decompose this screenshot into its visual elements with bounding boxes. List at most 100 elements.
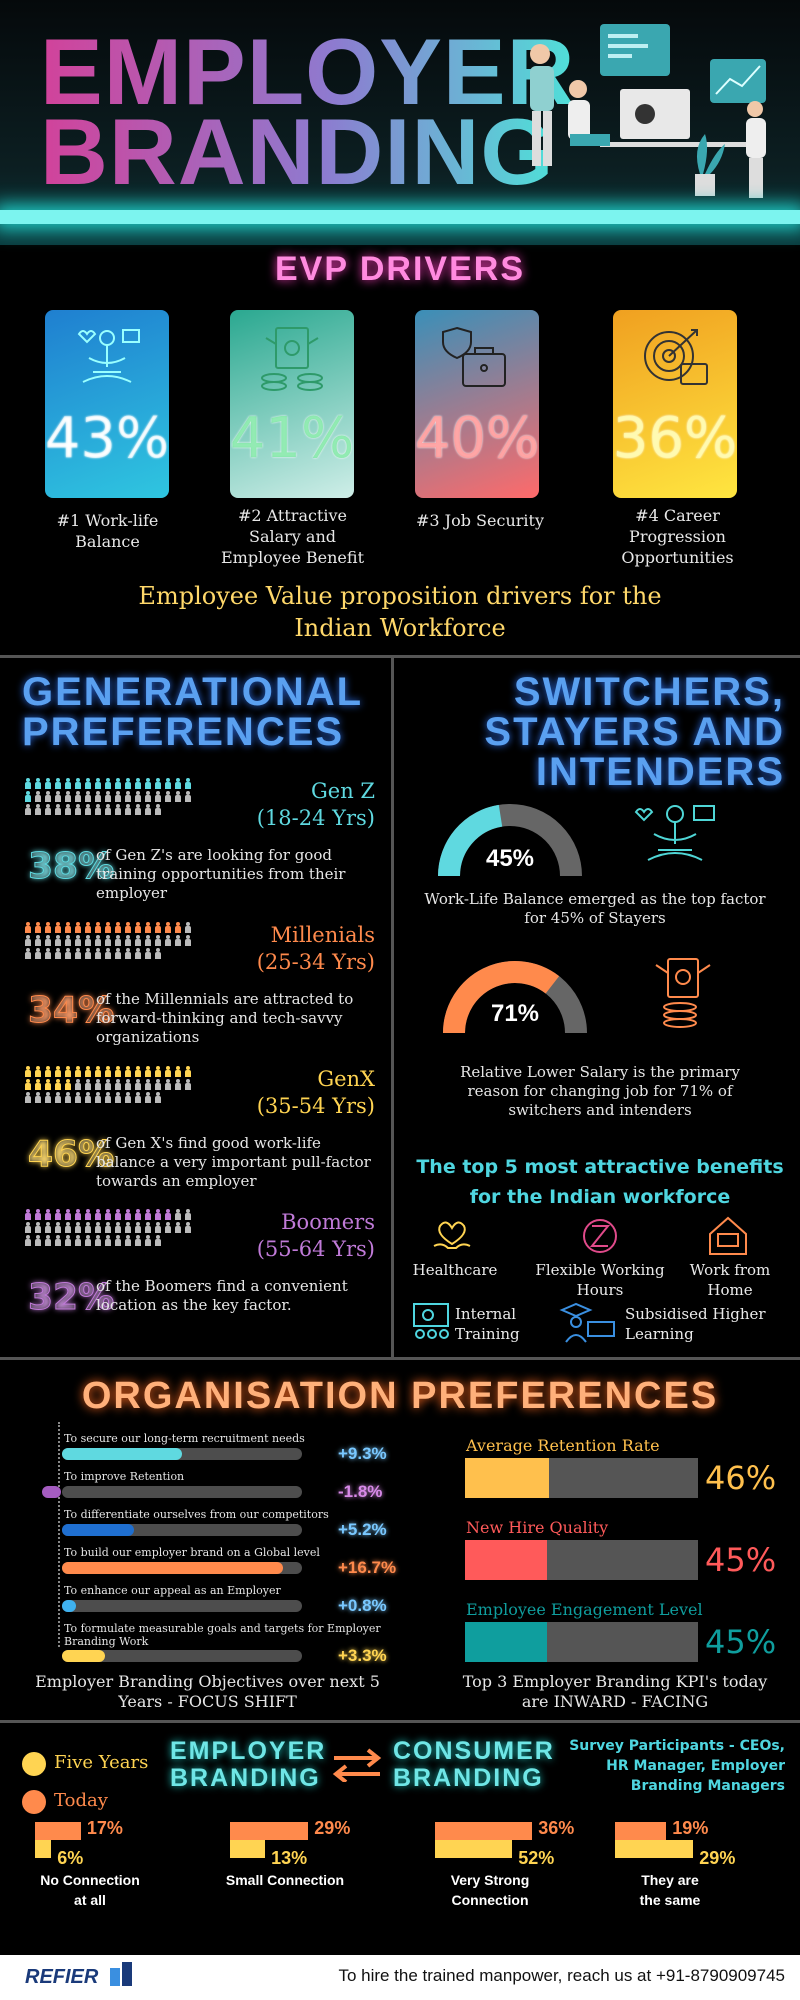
today-bar: [230, 1822, 309, 1840]
person-icon: [54, 1066, 62, 1077]
switchers-title-2: STAYERS AND: [484, 710, 785, 754]
consumer-line2: BRANDING: [393, 1764, 544, 1792]
person-icon: [54, 935, 62, 946]
person-icon: [24, 1235, 32, 1246]
person-icon: [94, 804, 102, 815]
person-icon: [184, 791, 192, 802]
person-icon: [154, 1235, 162, 1246]
person-icon: [34, 1079, 42, 1090]
today-bar: [615, 1822, 667, 1840]
kpi-label: Average Retention Rate: [466, 1436, 660, 1455]
person-icon: [124, 1209, 132, 1220]
person-icon: [164, 791, 172, 802]
person-icon: [164, 922, 172, 933]
legend-today: Today: [54, 1790, 108, 1811]
person-icon: [114, 1209, 122, 1220]
person-icon: [104, 1092, 112, 1103]
person-icon: [104, 1222, 112, 1233]
person-icon: [154, 1222, 162, 1233]
person-icon: [34, 778, 42, 789]
person-icon: [64, 948, 72, 959]
evp-card-1: 43%: [45, 310, 169, 498]
person-icon: [154, 922, 162, 933]
person-icon: [94, 948, 102, 959]
five-year-bar: [35, 1840, 52, 1858]
person-icon: [114, 1066, 122, 1077]
graduate-icon: [559, 1302, 615, 1343]
person-icon: [124, 1222, 132, 1233]
person-icon: [94, 922, 102, 933]
five-year-bar: [615, 1840, 694, 1858]
person-icon: [154, 791, 162, 802]
person-icon: [94, 778, 102, 789]
person-icon: [74, 948, 82, 959]
generation-range: (25-34 Yrs): [256, 950, 375, 974]
generation-name: Gen Z: [311, 779, 375, 803]
person-icon: [104, 778, 112, 789]
generation-text: of the Millennials are attracted to forw…: [96, 990, 354, 1046]
person-icon: [174, 922, 182, 933]
title-line2: BRANDING: [40, 99, 555, 204]
person-icon: [114, 791, 122, 802]
person-icon: [154, 1079, 162, 1090]
person-icon: [94, 1079, 102, 1090]
person-icon: [74, 922, 82, 933]
person-icon: [44, 948, 52, 959]
person-icon: [64, 778, 72, 789]
objective-value: +16.7%: [338, 1558, 397, 1577]
objective-label: To secure our long-term recruitment need…: [64, 1432, 305, 1445]
person-icon: [84, 1092, 92, 1103]
person-icon: [164, 935, 172, 946]
evp-subtitle: Employee Value proposition drivers for t…: [138, 582, 662, 642]
person-icon: [184, 922, 192, 933]
objective-fill: [62, 1600, 76, 1612]
person-icon: [94, 1066, 102, 1077]
people-grid: [24, 778, 194, 815]
person-icon: [114, 804, 122, 815]
person-icon: [74, 778, 82, 789]
evp-label-4: #4 Career Progression Opportunities: [621, 506, 734, 567]
person-icon: [144, 935, 152, 946]
person-icon: [84, 1222, 92, 1233]
consumer-branding-label: CONSUMER BRANDING: [393, 1738, 553, 1792]
neon-divider: [0, 210, 800, 224]
person-icon: [44, 778, 52, 789]
five-year-bar: [230, 1840, 266, 1858]
evp-pct-3: 40%: [414, 406, 540, 471]
person-icon: [154, 1092, 162, 1103]
org-title: ORGANISATION PREFERENCES: [81, 1375, 719, 1417]
swap-arrows-icon: [332, 1748, 382, 1782]
person-icon: [134, 778, 142, 789]
logo-mark-icon: [110, 1962, 132, 1986]
person-icon: [134, 1209, 142, 1220]
person-icon: [34, 935, 42, 946]
generation-name: GenX: [317, 1067, 375, 1091]
person-icon: [54, 804, 62, 815]
person-icon: [94, 1235, 102, 1246]
target-icon: [644, 329, 708, 385]
person-icon: [104, 1066, 112, 1077]
person-icon: [74, 791, 82, 802]
person-icon: [94, 1222, 102, 1233]
objective-value: +5.2%: [338, 1520, 387, 1539]
benefit-work-from-home: Work from Home: [689, 1261, 771, 1299]
footer-logo: REFIER: [25, 1966, 99, 1988]
person-icon: [134, 935, 142, 946]
person-icon: [74, 1222, 82, 1233]
person-icon: [184, 1079, 192, 1090]
person-icon: [84, 791, 92, 802]
person-icon: [64, 1079, 72, 1090]
evp-pct-2: 41%: [229, 406, 355, 471]
objective-label: To enhance our appeal as an Employer: [64, 1584, 281, 1597]
person-icon: [124, 778, 132, 789]
person-icon: [104, 1079, 112, 1090]
person-icon: [174, 1222, 182, 1233]
person-icon: [144, 1066, 152, 1077]
generation-text: of the Boomers find a convenient locatio…: [96, 1277, 348, 1314]
person-icon: [114, 935, 122, 946]
person-icon: [64, 1222, 72, 1233]
gauge-switchers: [443, 961, 587, 1034]
generational-title-1: GENERATIONAL: [22, 670, 364, 714]
divider-3: [0, 1720, 800, 1723]
person-icon: [54, 1092, 62, 1103]
